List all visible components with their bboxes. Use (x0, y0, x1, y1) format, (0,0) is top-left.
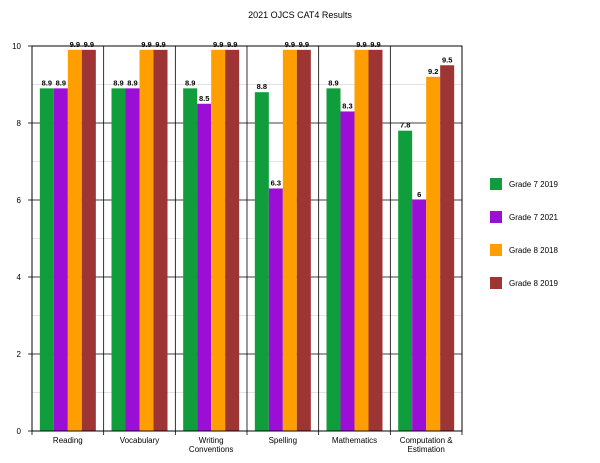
legend-swatch (490, 211, 502, 223)
x-tick-label: Writing (199, 436, 224, 445)
bar (412, 200, 427, 431)
bar (125, 88, 140, 431)
legend-swatch (490, 244, 502, 256)
data-label: 6.3 (271, 178, 281, 187)
data-label: 9.9 (141, 40, 151, 49)
bar (111, 88, 126, 431)
data-label: 8.9 (328, 78, 338, 87)
x-tick-label: Conventions (189, 445, 233, 454)
data-label: 9.9 (285, 40, 295, 49)
y-tick-label: 6 (17, 196, 22, 205)
data-label: 9.9 (299, 40, 309, 49)
plot-frame (31, 45, 463, 432)
data-label: 8.9 (56, 78, 66, 87)
x-tick-label: Vocabulary (120, 436, 160, 445)
y-tick-label: 2 (17, 350, 22, 359)
x-tick-label: Spelling (269, 436, 297, 445)
bar (368, 49, 383, 431)
data-label: 8.9 (185, 78, 195, 87)
data-label: 8.9 (113, 78, 123, 87)
bar (440, 65, 455, 431)
legend-label: Grade 7 2019 (509, 180, 558, 189)
bar (354, 49, 369, 431)
y-tick-label: 10 (12, 42, 21, 51)
data-label: 8.3 (342, 101, 352, 110)
data-label: 8.5 (199, 94, 209, 103)
y-tick-label: 8 (17, 119, 22, 128)
x-tick-label: Mathematics (332, 436, 377, 445)
legend-label: Grade 7 2021 (509, 213, 558, 222)
grid (31, 45, 463, 432)
data-label: 6 (417, 190, 421, 199)
bar (139, 49, 154, 431)
legend-label: Grade 8 2019 (509, 279, 558, 288)
y-tick-label: 0 (17, 427, 22, 436)
bar (398, 130, 413, 431)
data-label: 9.9 (213, 40, 223, 49)
x-tick-label: Computation & (400, 436, 454, 445)
data-labels: 8.9 8.9 9.9 9.9 8.9 8.9 9.9 9.9 8.9 8.5 9.9 9.9 8.8 6… (42, 40, 453, 199)
data-label: 9.9 (370, 40, 380, 49)
legend-label: Grade 8 2018 (509, 246, 558, 255)
bar (326, 88, 341, 431)
bar (340, 111, 355, 431)
legend: Grade 7 2019 Grade 7 2021 Grade 8 2018 Grad… (490, 178, 558, 289)
data-label: 9.9 (356, 40, 366, 49)
data-label: 9.2 (428, 67, 438, 76)
bar (183, 88, 198, 431)
bar (67, 49, 82, 431)
data-label: 7.8 (400, 121, 410, 130)
legend-swatch (490, 277, 502, 289)
bar (211, 49, 226, 431)
bar (39, 88, 54, 431)
bar (254, 92, 269, 431)
data-label: 9.9 (227, 40, 237, 49)
data-label: 8.9 (42, 78, 52, 87)
bar (81, 49, 96, 431)
bar (53, 88, 68, 431)
data-label: 9.9 (155, 40, 165, 49)
bar (296, 49, 311, 431)
data-label: 8.8 (257, 82, 267, 91)
chart-title: 2021 OJCS CAT4 Results (248, 10, 352, 20)
bar (282, 49, 297, 431)
data-label: 9.9 (70, 40, 80, 49)
x-tick-label: Estimation (407, 445, 444, 454)
bar (153, 49, 168, 431)
bars (39, 49, 455, 432)
data-label: 9.9 (84, 40, 94, 49)
bar (426, 76, 441, 432)
data-label: 9.5 (442, 55, 452, 64)
data-label: 8.9 (127, 78, 137, 87)
y-tick-label: 4 (17, 273, 22, 282)
legend-swatch (490, 178, 502, 190)
bar (268, 188, 283, 431)
bar (225, 49, 240, 431)
x-tick-label: Reading (53, 436, 83, 445)
bar (197, 103, 212, 431)
